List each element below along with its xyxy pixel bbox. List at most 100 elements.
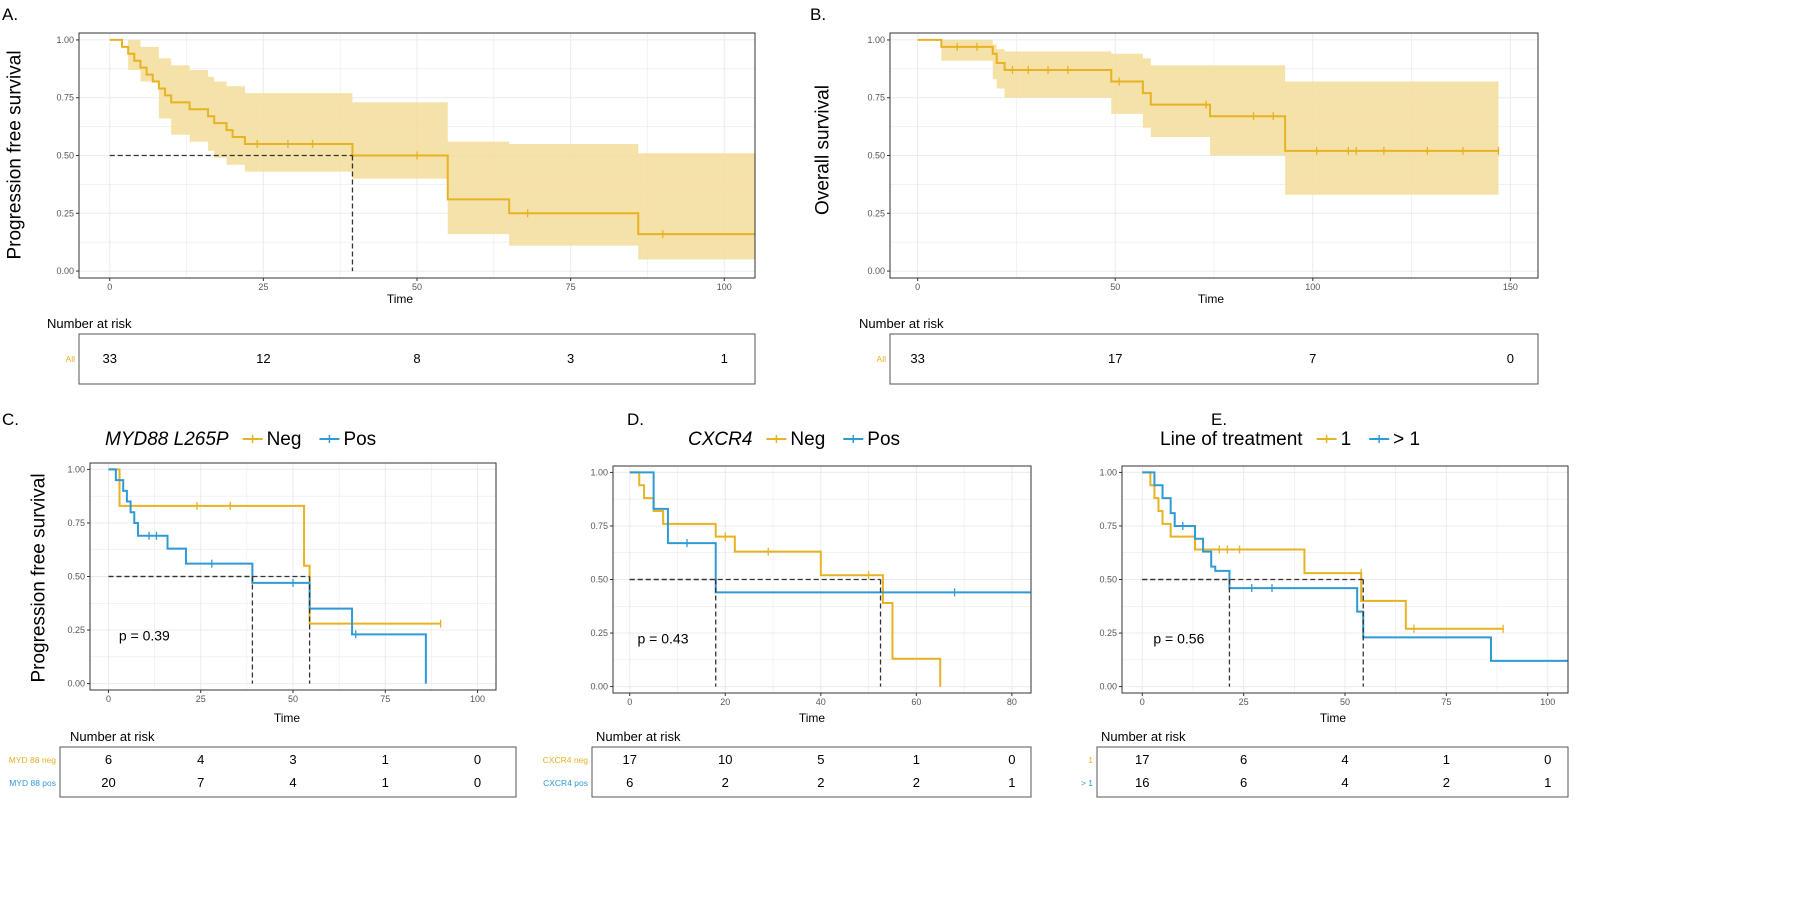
y-tick-label: 1.00 [56, 35, 74, 45]
x-tick-label: 25 [196, 694, 206, 704]
y-tick-label: 0.50 [56, 151, 74, 161]
panel-a: A. 0 25 50 75 100 0.00 0.25 0.50 0.75 1.00 Time Prog… [2, 5, 756, 385]
panel-label: C. [2, 410, 19, 429]
risk-row-label: All [877, 354, 887, 364]
risk-count: 0 [474, 752, 481, 767]
panel-label: B. [810, 5, 826, 24]
risk-row-label: CXCR4 neg [543, 755, 589, 765]
y-tick-label: 0.75 [67, 518, 85, 528]
data-layer [629, 471, 1031, 687]
risk-count: 8 [413, 351, 420, 366]
panel-label: A. [2, 5, 18, 24]
y-tick-label: 0.50 [867, 151, 885, 161]
risk-count: 33 [910, 351, 924, 366]
panel-c: C.0 25 50 75 1000.000.250.500.751.00TimeProg… [2, 410, 517, 798]
x-tick-label: 0 [627, 697, 632, 707]
legend-label: Neg [790, 429, 825, 450]
y-tick-label: 0.25 [1099, 628, 1117, 638]
survival-curve-0 [629, 471, 942, 687]
risk-count: 3 [289, 752, 296, 767]
risk-row-label: CXCR4 pos [543, 778, 588, 788]
risk-row-label: > 1 [1081, 778, 1093, 788]
confidence-band [109, 39, 755, 260]
risk-count: 1 [721, 351, 728, 366]
y-axis-label: Progression free survival [5, 50, 26, 259]
risk-count: 2 [1443, 775, 1450, 790]
risk-table: Number at risk All 33 17 7 0 [859, 316, 1539, 385]
panel-b: B. 0 50 100 150 0.00 0.25 0.50 0.75 1.00 Time Overa… [810, 5, 1539, 385]
x-tick-label: 100 [717, 282, 732, 292]
panel-e: E. 0 25 50 75 100 0.00 0.25 0.50 0.75 1.00 Time p = … [1081, 410, 1569, 798]
x-tick-label: 0 [1140, 697, 1145, 707]
legend-title: CXCR4 [688, 429, 752, 450]
x-tick-label: 75 [566, 282, 576, 292]
survival-curve-0 [1142, 471, 1504, 630]
risk-count: 2 [817, 775, 824, 790]
legend-label: Pos [867, 429, 900, 450]
legend-label: Neg [267, 429, 302, 450]
x-tick-label: 25 [1239, 697, 1249, 707]
y-tick-label: 1.00 [590, 467, 608, 477]
risk-row-label: All [66, 354, 76, 364]
legend: MYD88 L265P Neg Pos [105, 429, 376, 450]
legend-label: Pos [343, 429, 376, 450]
risk-table-frame [1096, 746, 1569, 798]
y-tick-label: 0.00 [867, 266, 885, 276]
data-layer [108, 468, 442, 684]
risk-count: 17 [1135, 752, 1149, 767]
plot-frame [89, 462, 497, 691]
risk-count: 1 [1443, 752, 1450, 767]
y-tick-label: 0.75 [1099, 521, 1117, 531]
x-tick-label: 75 [380, 694, 390, 704]
plot-frame [1121, 465, 1569, 694]
x-tick-label: 50 [288, 694, 298, 704]
panel-label: D. [627, 410, 644, 429]
x-tick-label: 100 [1305, 282, 1320, 292]
x-tick-label: 80 [1007, 697, 1017, 707]
survival-curve-0 [109, 38, 755, 236]
survival-curve-0 [917, 38, 1499, 152]
x-tick-label: 150 [1503, 282, 1518, 292]
y-tick-label: 0.25 [590, 628, 608, 638]
risk-table-heading: Number at risk [859, 316, 944, 331]
x-tick-label: 0 [106, 694, 111, 704]
risk-count: 12 [256, 351, 270, 366]
x-tick-label: 50 [1340, 697, 1350, 707]
x-tick-label: 50 [412, 282, 422, 292]
y-tick-label: 0.00 [590, 682, 608, 692]
risk-count: 6 [1240, 775, 1247, 790]
risk-count: 7 [1309, 351, 1316, 366]
y-tick-label: 0.50 [67, 572, 85, 582]
x-tick-label: 20 [720, 697, 730, 707]
y-tick-label: 0.25 [56, 208, 74, 218]
plot-frame [78, 32, 756, 279]
data-layer [1142, 471, 1568, 687]
x-axis-label: Time [1320, 711, 1347, 725]
x-tick-label: 75 [1441, 697, 1451, 707]
risk-count: 17 [622, 752, 636, 767]
plot-frame [612, 465, 1032, 694]
risk-count: 0 [1507, 351, 1514, 366]
risk-count: 1 [382, 752, 389, 767]
y-tick-label: 0.25 [67, 625, 85, 635]
risk-count: 4 [1341, 752, 1348, 767]
risk-count: 5 [817, 752, 824, 767]
y-tick-label: 0.75 [56, 93, 74, 103]
y-tick-label: 0.25 [867, 208, 885, 218]
risk-count: 2 [722, 775, 729, 790]
risk-table-frame [59, 746, 517, 798]
y-axis-label: Overall survival [813, 85, 834, 215]
risk-count: 17 [1108, 351, 1122, 366]
risk-count: 6 [105, 752, 112, 767]
x-tick-label: 60 [911, 697, 921, 707]
data-layer [917, 38, 1500, 195]
legend: Line of treatment 1 > 1 [1160, 429, 1420, 450]
y-tick-label: 0.00 [1099, 682, 1117, 692]
risk-count: 0 [474, 775, 481, 790]
y-tick-label: 0.50 [1099, 575, 1117, 585]
legend-title: MYD88 L265P [105, 429, 229, 450]
risk-table: Number at risk MYD 88 neg 6 4 3 1 0 MYD 88 pos 2… [9, 729, 517, 798]
